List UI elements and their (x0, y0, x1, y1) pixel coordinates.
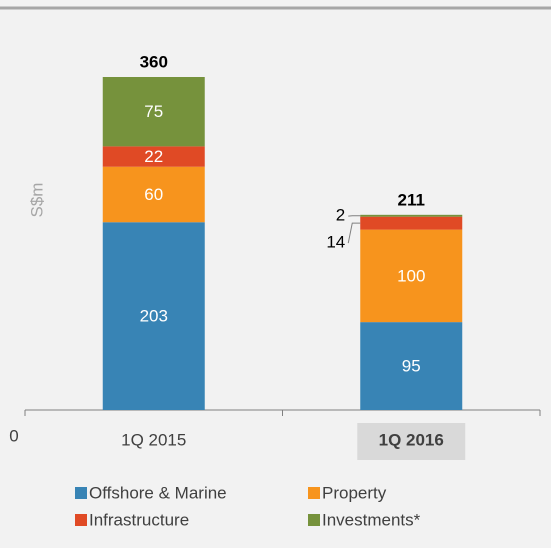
legend-swatch (308, 514, 320, 526)
leader-line (347, 222, 361, 244)
legend-label: Property (322, 483, 387, 502)
legend-swatch (308, 487, 320, 499)
data-label: 14 (326, 233, 345, 252)
bar-segment (102, 146, 205, 167)
category-highlight (357, 423, 466, 460)
data-label: 60 (144, 185, 163, 204)
x-tick-label: 1Q 2016 (379, 430, 444, 449)
bar-segment (360, 322, 463, 410)
bar-segment (360, 214, 463, 217)
data-label: 2 (336, 206, 345, 225)
bar-segment (102, 222, 205, 410)
total-label: 360 (140, 52, 168, 71)
data-label: 95 (402, 357, 421, 376)
data-label: 22 (144, 147, 163, 166)
y-axis-label: S$m (27, 183, 46, 218)
bar-segment (102, 166, 205, 223)
bar-segment (360, 229, 463, 323)
x-tick-label: 1Q 2015 (121, 430, 186, 449)
data-label: 203 (140, 307, 168, 326)
legend-label: Investments* (322, 510, 421, 529)
data-label: 100 (397, 266, 425, 285)
legend-label: Infrastructure (89, 510, 189, 529)
legend-swatch (75, 487, 87, 499)
total-label: 211 (398, 190, 425, 209)
bar-segment (360, 216, 463, 230)
bar-segment (102, 77, 205, 147)
legend-swatch (75, 514, 87, 526)
legend-label: Offshore & Marine (89, 483, 227, 502)
data-label: 75 (144, 102, 163, 121)
y-tick-label: 0 (9, 426, 18, 445)
